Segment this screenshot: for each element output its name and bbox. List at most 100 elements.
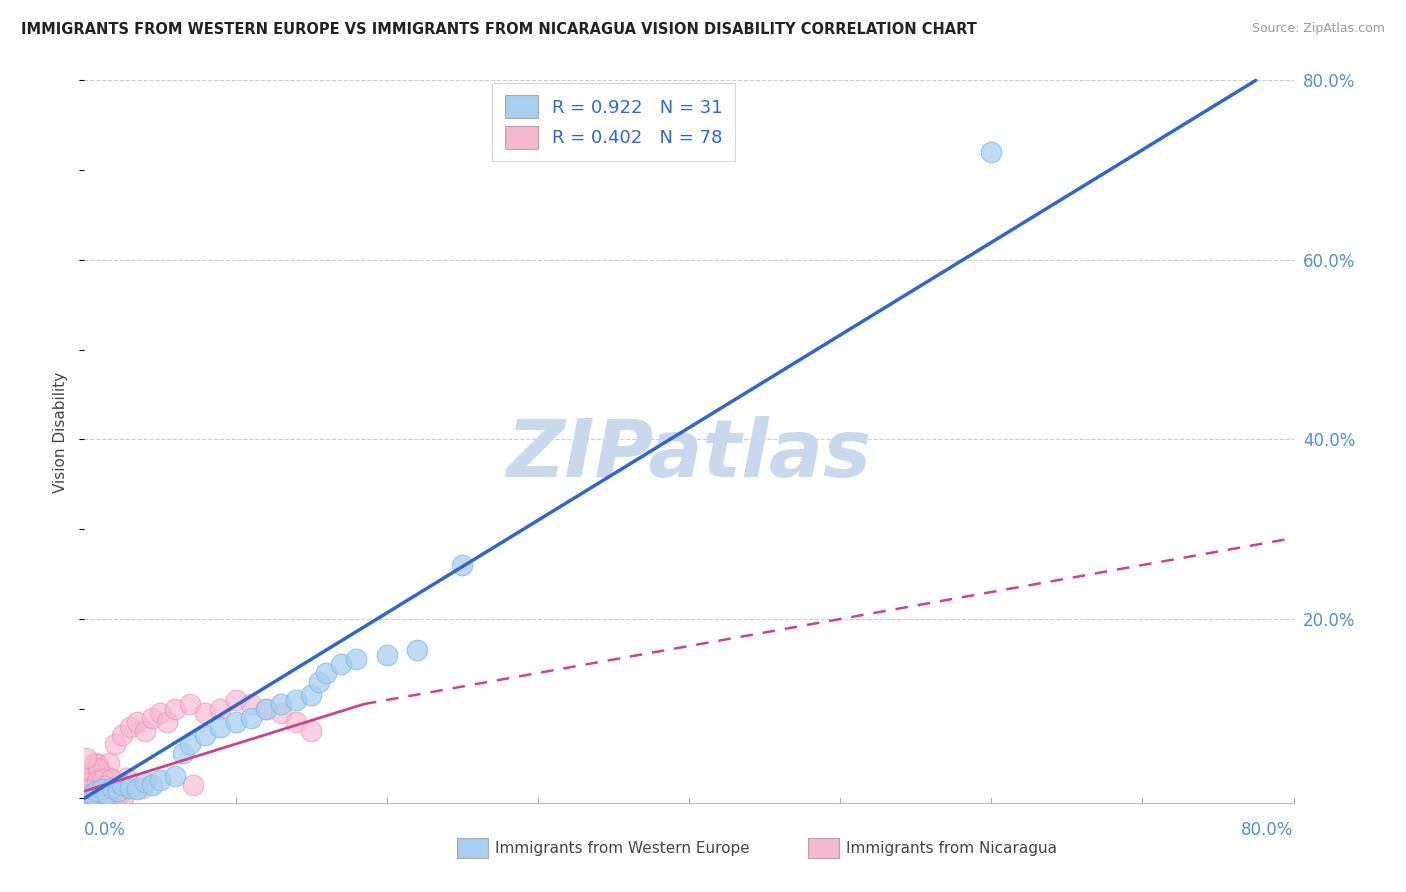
- Point: [80, 789, 103, 803]
- Point: [93, 789, 115, 804]
- Point: [105, 782, 128, 797]
- Y-axis label: Vision Disability: Vision Disability: [53, 372, 69, 493]
- Point: [75, 768, 97, 782]
- Point: [82, 771, 104, 785]
- Point: [86, 774, 108, 789]
- Point: [165, 769, 187, 783]
- Point: [83, 786, 105, 800]
- Point: [80, 787, 103, 801]
- Text: IMMIGRANTS FROM WESTERN EUROPE VS IMMIGRANTS FROM NICARAGUA VISION DISABILITY CO: IMMIGRANTS FROM WESTERN EUROPE VS IMMIGR…: [21, 22, 977, 37]
- Point: [179, 697, 201, 711]
- Point: [76, 768, 98, 782]
- Point: [980, 145, 1002, 160]
- Point: [308, 674, 330, 689]
- Point: [79, 777, 101, 791]
- Point: [91, 772, 114, 786]
- Point: [225, 714, 247, 729]
- Point: [89, 770, 111, 784]
- Point: [183, 778, 205, 792]
- Point: [87, 780, 110, 794]
- Point: [451, 558, 474, 572]
- Text: Source: ZipAtlas.com: Source: ZipAtlas.com: [1251, 22, 1385, 36]
- Point: [115, 772, 138, 786]
- Point: [104, 738, 127, 752]
- Point: [87, 780, 110, 794]
- Point: [107, 784, 129, 798]
- Point: [100, 772, 122, 786]
- Point: [254, 701, 277, 715]
- Point: [83, 782, 105, 797]
- Point: [87, 761, 110, 775]
- Point: [131, 780, 153, 795]
- Point: [80, 789, 103, 804]
- Point: [179, 738, 201, 752]
- Point: [98, 756, 121, 771]
- Point: [93, 786, 115, 800]
- Point: [239, 697, 262, 711]
- Point: [96, 786, 118, 800]
- Point: [112, 790, 135, 805]
- Point: [76, 790, 98, 805]
- Text: 80.0%: 80.0%: [1241, 822, 1294, 839]
- Point: [75, 751, 97, 765]
- Point: [165, 701, 187, 715]
- Point: [96, 770, 118, 784]
- Point: [96, 787, 118, 801]
- Point: [82, 789, 104, 803]
- Point: [149, 773, 172, 788]
- Point: [209, 719, 232, 733]
- Point: [270, 697, 292, 711]
- Point: [118, 719, 141, 733]
- Point: [346, 652, 368, 666]
- Point: [84, 788, 107, 802]
- Point: [141, 710, 163, 724]
- Point: [104, 781, 127, 796]
- Point: [86, 756, 108, 771]
- Point: [76, 789, 98, 803]
- Point: [285, 692, 308, 706]
- Point: [111, 729, 134, 743]
- Point: [94, 770, 117, 784]
- Point: [75, 783, 97, 797]
- Point: [172, 747, 194, 761]
- Point: [89, 776, 111, 790]
- Point: [91, 782, 114, 797]
- Point: [80, 788, 103, 802]
- Point: [100, 780, 122, 795]
- Point: [110, 785, 132, 799]
- Point: [127, 714, 149, 729]
- Point: [156, 714, 179, 729]
- Point: [105, 790, 128, 805]
- Point: [406, 643, 429, 657]
- Point: [94, 782, 117, 797]
- Point: [84, 767, 107, 781]
- Point: [84, 776, 107, 790]
- Point: [89, 791, 111, 805]
- Point: [94, 779, 117, 793]
- Point: [86, 789, 108, 803]
- Point: [79, 775, 101, 789]
- Point: [82, 783, 104, 797]
- Point: [83, 789, 105, 803]
- Point: [83, 756, 105, 770]
- Point: [194, 729, 217, 743]
- Point: [239, 710, 262, 724]
- Point: [299, 688, 322, 702]
- Legend: R = 0.922   N = 31, R = 0.402   N = 78: R = 0.922 N = 31, R = 0.402 N = 78: [492, 83, 735, 161]
- Point: [375, 648, 398, 662]
- Point: [91, 788, 114, 802]
- Point: [134, 775, 156, 789]
- Point: [90, 790, 112, 805]
- Text: 0.0%: 0.0%: [84, 822, 127, 839]
- Point: [118, 780, 141, 795]
- Text: ZIPatlas: ZIPatlas: [506, 416, 872, 494]
- Text: Immigrants from Nicaragua: Immigrants from Nicaragua: [846, 841, 1057, 855]
- Point: [225, 692, 247, 706]
- Point: [77, 789, 100, 803]
- Point: [299, 724, 322, 739]
- Point: [86, 790, 108, 805]
- Point: [86, 784, 108, 798]
- Point: [194, 706, 217, 720]
- Point: [73, 790, 96, 805]
- Point: [83, 790, 105, 805]
